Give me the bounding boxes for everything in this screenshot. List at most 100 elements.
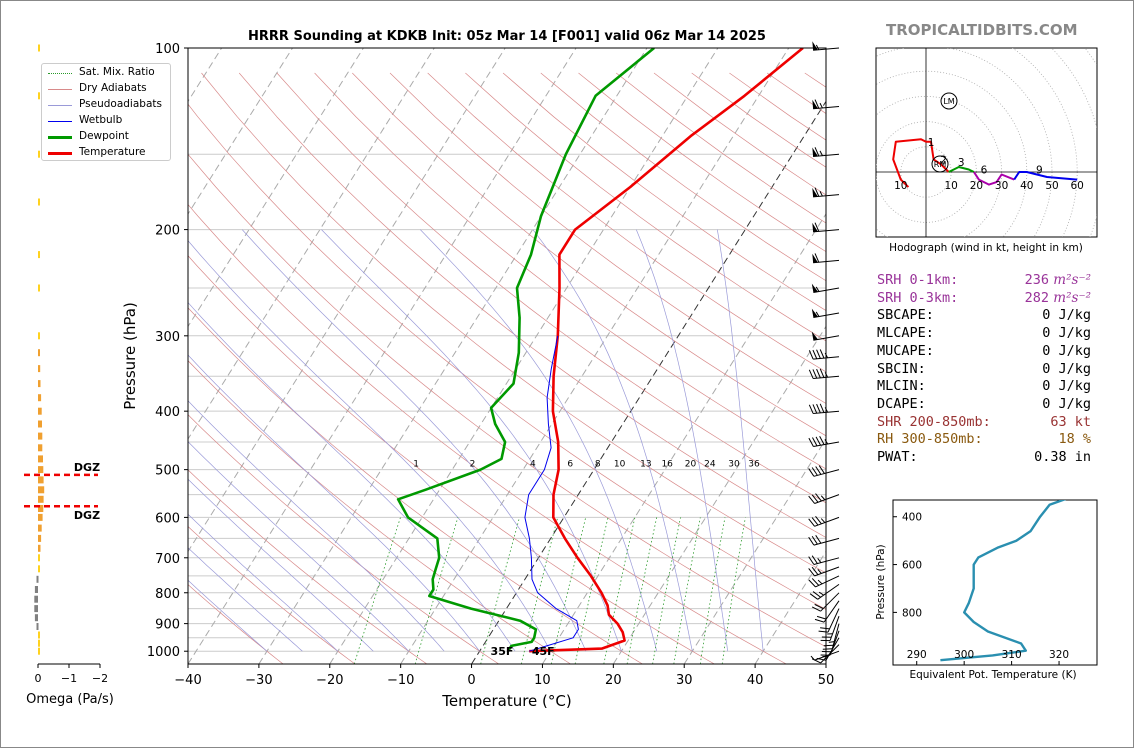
x-tick-label: 30 (676, 673, 693, 688)
omega-bar (38, 495, 44, 503)
wind-barb-full (812, 349, 818, 359)
wind-barb-full (823, 644, 834, 647)
isotherm-line (188, 48, 577, 664)
wind-barb-full (812, 591, 821, 598)
wind-barb-staff (813, 375, 840, 379)
wind-barb-staff (814, 494, 840, 504)
wind-barb-full (820, 627, 830, 630)
hodograph-height-label: 9 (1036, 164, 1043, 176)
stat-row: MLCAPE: 0 J/kg (877, 325, 1107, 342)
mixing-ratio-line (480, 517, 520, 664)
wind-barb-full (808, 468, 815, 477)
pseudoadiabat-line (188, 400, 445, 652)
hodograph-tick-label: 60 (1071, 180, 1084, 192)
stat-name: SBCAPE: (877, 307, 934, 324)
wind-barb-full (815, 466, 822, 475)
mixing-ratio-line (574, 517, 609, 664)
dry-adiabat-line (352, 72, 826, 437)
omega-bar (38, 534, 42, 542)
chart-legend: Sat. Mix. Ratio Dry Adiabats Pseudoadiab… (41, 63, 171, 161)
stat-row: MLCIN: 0 J/kg (877, 378, 1107, 395)
y-tick-label: 1000 (147, 645, 180, 660)
wind-barb-full (816, 657, 827, 661)
wind-barb-full (811, 566, 819, 575)
stat-row: DCAPE: 0 J/kg (877, 396, 1107, 413)
wind-barb-staff (829, 630, 840, 656)
isotherm-line (188, 48, 435, 440)
wind-barb (811, 592, 840, 612)
wind-barb-full (812, 437, 818, 447)
theta-e-x-tick-label: 300 (954, 649, 974, 661)
wind-barb-half (817, 558, 822, 563)
omega-bar (38, 394, 42, 402)
pseudoadiabat-line (716, 229, 764, 652)
stat-name: SRH 0-3km: (877, 289, 959, 306)
stat-unit: m²s⁻² (1049, 289, 1091, 306)
x-tick-label: −30 (245, 673, 272, 688)
wind-barb-full (811, 535, 818, 545)
omega-x-tick-label: 0 (35, 672, 42, 685)
wind-barb-half (824, 439, 829, 445)
dgz-label: DGZ (74, 461, 100, 474)
stat-name: SRH 0-1km: (877, 272, 959, 288)
wind-barb-half (820, 518, 826, 523)
stat-value: 0 J/kg (1042, 378, 1091, 394)
omega-x-tick-label: −2 (92, 672, 108, 685)
stat-unit: m²s⁻² (1049, 272, 1091, 288)
omega-bar (38, 524, 42, 532)
wind-barb (808, 436, 840, 447)
surface-dewpoint-label: 35F (491, 645, 514, 658)
omega-bar (38, 407, 42, 415)
storm-motion-label: LM (943, 97, 954, 106)
wind-barb-flag (811, 331, 819, 341)
wind-barb-full (815, 493, 822, 502)
wind-barb-staff (823, 600, 840, 623)
theta-e-x-tick-label: 310 (1002, 649, 1022, 661)
x-axis-label: Temperature (°C) (441, 692, 571, 710)
y-axis-label: Pressure (hPa) (121, 302, 139, 410)
mixing-ratio-label: 8 (595, 460, 601, 470)
wind-barb-staff (813, 410, 840, 414)
wind-barb-staff (827, 608, 840, 633)
wind-barb-half (824, 372, 829, 378)
wind-barb (809, 583, 840, 600)
wind-barb (812, 99, 840, 110)
wind-barb (808, 403, 840, 414)
wind-barb-full (811, 578, 820, 586)
mixing-ratio-label: 24 (704, 460, 716, 470)
dry-adiabat-line (238, 72, 826, 538)
omega-bar (38, 380, 41, 388)
hodograph-height-label: 2 (940, 154, 947, 166)
wind-barb (811, 283, 840, 293)
wind-barb-full (814, 187, 820, 197)
mixing-ratio-label: 1 (413, 460, 419, 470)
mixing-ratio-label: 30 (728, 460, 740, 470)
site-branding: TROPICALTIDBITS.COM (886, 21, 1078, 39)
stat-value: 0 J/kg (1042, 343, 1091, 359)
omega-x-tick-label: −1 (61, 672, 77, 685)
theta-e-y-tick-label: 600 (902, 560, 922, 572)
hodograph-tick-label: 10 (894, 180, 907, 192)
wind-barb-full (809, 593, 818, 600)
dry-adiabat-line (276, 72, 826, 504)
hodograph-height-label: 1 (928, 137, 935, 149)
omega-bar (38, 420, 42, 428)
wind-barb-full (819, 436, 825, 445)
isotherm-line (471, 100, 826, 664)
wind-barb-full (808, 536, 815, 546)
stat-name: SBCIN: (877, 360, 926, 377)
wind-barb-full (812, 404, 818, 414)
pseudoadiabat-line (188, 441, 409, 652)
isotherm-line (188, 48, 293, 215)
mixing-ratio-line (521, 517, 559, 664)
mixing-ratio-label: 4 (530, 460, 536, 470)
pseudoadiabat-line (188, 547, 303, 652)
stat-number: 18 % (1058, 431, 1091, 448)
profile-dewpoint (396, 48, 655, 652)
wind-barb (808, 465, 840, 477)
pseudoadiabat-line (635, 229, 729, 652)
wind-barb-full (816, 403, 821, 414)
dry-adiabat-line (188, 584, 284, 664)
stat-number: 236 (1024, 272, 1050, 288)
omega-bar (38, 332, 40, 340)
